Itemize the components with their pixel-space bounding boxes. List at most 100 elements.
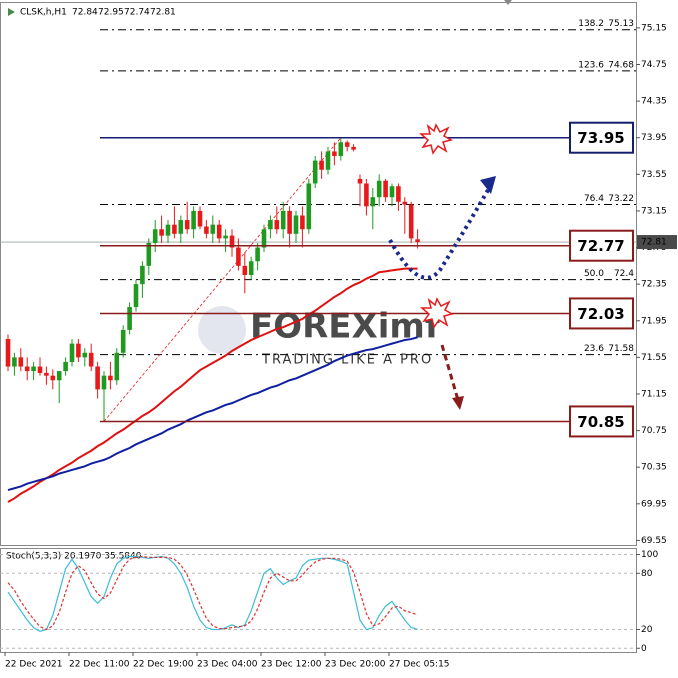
y-tick-label: 74.35 [641,97,667,107]
candle-body [332,151,337,157]
candle-body [383,180,388,198]
candle-body [101,375,107,390]
candle-body [204,226,209,234]
candle-body [18,357,24,367]
y-tick-label: 71.55 [641,353,667,363]
candle-body [280,210,286,230]
fib-ratio: 123.6 [578,60,604,70]
up-arrowhead [480,176,496,194]
fib-ratio: 23.6 [584,344,604,354]
y-tick-label: 74.75 [641,60,667,70]
y-tick-label: 73.15 [641,206,667,216]
candle-body [415,239,420,243]
candle-body [396,186,401,202]
candle-body [63,361,68,372]
candle-body [319,160,324,170]
plot-layer: FOREXimf TRADING LIKE A PRO 75.15 74.75 74.3… [0,8,677,670]
candle-body [88,352,94,367]
candle-body [172,224,177,234]
watermark-tagline: TRADING LIKE A PRO [261,353,433,368]
candle-body [402,201,408,205]
y-tick-label: 20 [641,625,653,635]
candle-body [31,366,36,372]
candle-body [191,210,196,230]
y-tick-label: 0 [641,644,647,654]
y-tick-label: 75.15 [641,23,667,33]
x-tick-label: 23 Dec 12:00 [261,660,322,670]
y-tick-label: 71.15 [641,389,667,399]
candle-body [229,235,235,248]
x-tick-label: 22 Dec 2021 [5,660,63,670]
candle-body [5,339,11,367]
candle-body [69,343,75,362]
candle-body [312,160,318,184]
x-tick-label: 22 Dec 19:00 [133,660,194,670]
header-low: 72.74 [124,8,150,18]
y-tick-label: 69.95 [641,499,667,509]
candle-body [306,183,312,230]
fib-price: 73.22 [608,194,634,204]
stoch-panel [0,548,637,653]
current-price-label: 72.81 [641,238,667,248]
fib-ratio: 76.4 [584,194,604,204]
candle-body [127,307,132,330]
candle-body [50,375,56,381]
candle-body [165,224,171,236]
candle-body [248,261,254,275]
candle-body [408,204,414,239]
candle-body [178,220,184,234]
stoch-line [7,555,418,631]
key-level-label: 72.03 [577,305,624,323]
candle-body [216,224,222,239]
candle-body [210,224,216,234]
candle-body [159,229,164,236]
watermark-logo [198,306,246,354]
main-panel [0,2,637,546]
candle-body [376,180,382,198]
candle-body [146,242,152,266]
stoch-line [7,555,418,633]
candle-body [12,357,17,367]
header-high: 72.95 [98,8,124,18]
candle-body [133,284,139,308]
candle-body [351,146,356,150]
key-level-box [569,405,634,438]
candle-body [37,366,43,373]
key-level-label: 72.77 [577,237,624,255]
candle-body [120,329,126,353]
candle-body [364,183,369,207]
y-tick-label: 70.75 [641,426,667,436]
candle-body [274,220,280,230]
key-level-label: 73.95 [577,129,624,147]
burst-icon [419,297,454,329]
candle-body [287,210,292,234]
y-tick-label: 70.35 [641,463,667,473]
header-open: 72.84 [72,8,98,18]
current-price-box [637,235,677,250]
candle-body [223,235,228,239]
candle-body [114,352,120,381]
y-tick-label: 72.35 [641,280,667,290]
candle-body [24,366,30,372]
fib-price: 74.68 [608,60,634,70]
candle-body [108,375,113,381]
candle-body [268,220,273,230]
y-tick-label: 71.95 [641,316,667,326]
fib-price: 75.13 [608,19,634,29]
candle-body [300,215,305,230]
watermark: FOREXimf [250,307,441,347]
key-level-box [569,297,634,330]
candle-body [197,210,203,227]
chart-title: CLSK,h,H1 [20,8,67,18]
candle-body [338,142,344,157]
moving-average [7,267,418,503]
shift-marker [504,0,512,5]
header-close: 72.81 [150,8,176,18]
candle-body [370,197,376,207]
candle-body [82,352,88,358]
candle-body [389,186,395,198]
title-icon [8,8,15,16]
candle-body [242,265,248,275]
